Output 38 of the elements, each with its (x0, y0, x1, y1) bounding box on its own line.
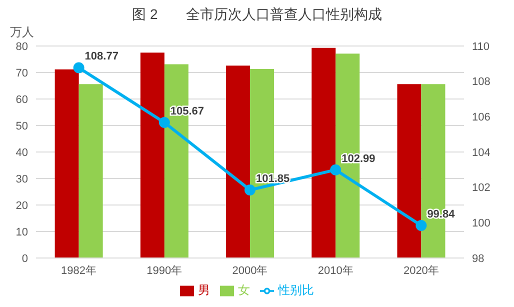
legend-label: 性别比 (278, 283, 314, 297)
x-tick-label: 2010年 (318, 264, 354, 277)
bar (226, 66, 250, 258)
y2-tick-label: 98 (472, 252, 484, 265)
x-tick-label: 2000年 (232, 264, 268, 277)
y-tick-label: 50 (16, 120, 28, 132)
legend-label: 女 (238, 283, 250, 297)
x-tick-label: 1990年 (146, 264, 182, 277)
bar (312, 48, 336, 258)
data-label: 108.77 (84, 50, 118, 63)
point (416, 220, 427, 231)
bar (140, 52, 164, 258)
x-tick-label: 2020年 (403, 264, 439, 277)
legend-label: 男 (198, 283, 210, 297)
y-tick-label: 30 (16, 173, 28, 186)
y-tick-label: 70 (16, 67, 28, 80)
y-tick-label: 10 (16, 226, 28, 238)
bar (78, 84, 103, 258)
y2-tick-label: 106 (472, 112, 490, 124)
point (330, 164, 342, 176)
point (73, 62, 84, 74)
y-tick-label: 20 (16, 200, 28, 212)
bar (397, 84, 422, 258)
y-axis-title: 万人 (10, 24, 34, 41)
y-tick-label: 60 (16, 94, 28, 106)
point (244, 184, 256, 196)
y-tick-label: 80 (16, 40, 28, 53)
x-tick-label: 1982年 (61, 264, 97, 277)
y2-tick-label: 110 (472, 40, 490, 53)
y2-tick-label: 102 (472, 182, 490, 194)
y-tick-label: 40 (16, 146, 28, 159)
y-tick-label: 0 (22, 252, 28, 265)
y2-tick-label: 104 (472, 146, 490, 159)
point (158, 116, 170, 128)
bar (54, 69, 79, 258)
chart-title: 图 2 全市历次人口普查人口性别构成 (131, 6, 383, 24)
y2-tick-label: 108 (472, 76, 490, 88)
y2-tick-label: 100 (472, 218, 490, 230)
